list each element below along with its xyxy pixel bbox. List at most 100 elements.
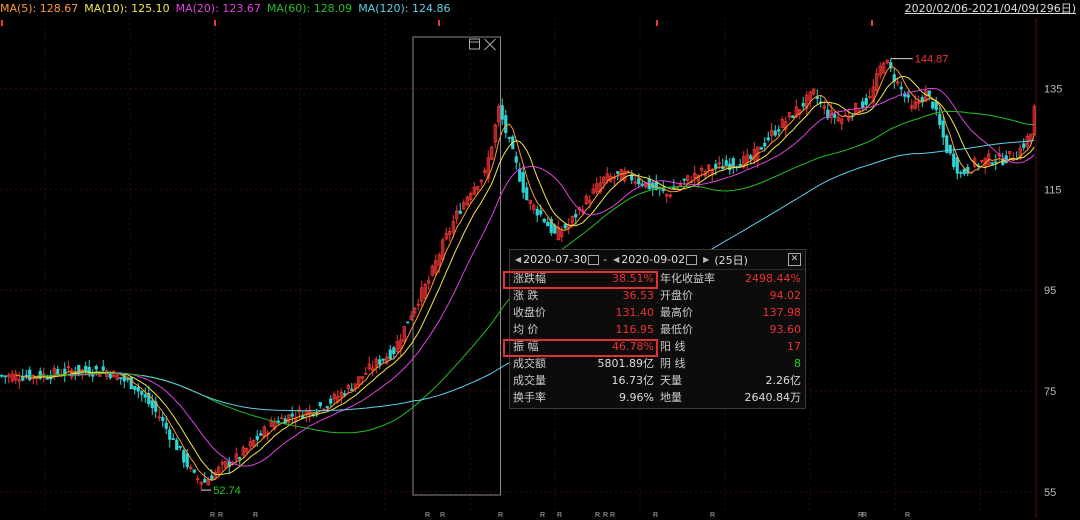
next-end-arrow-icon[interactable]: ▶	[703, 255, 710, 264]
candle-body	[840, 118, 844, 124]
candle-body	[759, 147, 763, 150]
candle-body	[752, 149, 756, 161]
candle-body	[805, 94, 809, 109]
candle-body	[378, 359, 382, 365]
high-price-label: 144.87	[915, 54, 949, 66]
end-date[interactable]: 2020-09-02	[621, 253, 686, 266]
candle-body	[115, 374, 119, 381]
candle-body	[423, 283, 427, 299]
highlight-change-pct	[503, 271, 658, 289]
y-axis: 55 75 95 115 135	[1044, 84, 1062, 499]
candle-body	[101, 366, 105, 371]
candle-body	[878, 65, 882, 76]
stat-label: 成交额	[513, 357, 546, 370]
selection-close-icon[interactable]	[484, 38, 496, 51]
selection-box[interactable]	[412, 36, 501, 496]
candle-body	[822, 105, 826, 109]
calendar-icon[interactable]	[588, 254, 600, 265]
candle-body	[609, 175, 613, 182]
selection-rect[interactable]	[412, 36, 501, 496]
candle-body	[388, 349, 392, 360]
candle-body	[224, 460, 228, 469]
candle-body	[434, 260, 438, 275]
candle-body	[318, 402, 322, 407]
candle-body	[133, 386, 137, 390]
maximize-icon[interactable]	[469, 38, 480, 50]
candle-body	[84, 365, 88, 372]
stat-value: 2640.84万	[744, 391, 802, 404]
candle-body	[882, 62, 886, 74]
candle-body	[472, 186, 476, 195]
stat-value: 94.02	[769, 289, 802, 302]
candle-body	[945, 135, 949, 153]
candle-body	[584, 195, 588, 205]
candle-body	[899, 86, 903, 90]
candle-body	[504, 115, 508, 133]
date-range-label[interactable]: 2020/02/06-2021/04/09(296日)	[904, 2, 1076, 15]
stat-value: 131.40	[615, 306, 655, 319]
candle-body	[444, 233, 448, 240]
candle-body	[773, 130, 777, 136]
close-icon[interactable]: ✕	[788, 253, 801, 266]
candle-body	[668, 194, 672, 197]
stats-row: 换手率 9.96% 地量 2640.84万	[510, 389, 805, 406]
candle-body	[777, 129, 781, 132]
y-tick-label: 55	[1044, 487, 1056, 499]
candle-body	[952, 153, 956, 167]
candle-body	[563, 224, 567, 229]
candle-body	[500, 105, 504, 120]
stat-label: 地量	[660, 391, 682, 404]
stat-label: 收盘价	[513, 306, 546, 319]
candle-body	[616, 171, 620, 174]
candle-body	[374, 358, 378, 368]
candle-body	[546, 222, 550, 227]
candle-body	[679, 184, 683, 187]
candle-body	[259, 433, 263, 436]
candle-body	[395, 341, 399, 353]
candle-body	[1008, 151, 1012, 154]
candle-body	[700, 168, 704, 171]
highlight-amplitude	[503, 339, 658, 357]
candle-body	[826, 109, 830, 119]
candle-body	[143, 394, 147, 398]
candle-body	[94, 365, 98, 370]
candle-body	[514, 156, 518, 163]
candle-body	[924, 90, 928, 102]
candle-body	[749, 155, 753, 160]
candle-body	[770, 130, 774, 136]
candle-body	[591, 188, 595, 194]
candle-body	[913, 101, 917, 109]
prev-start-arrow-icon[interactable]: ◀	[515, 255, 522, 264]
candle-body	[171, 438, 175, 440]
candle-body	[665, 193, 669, 197]
candle-body	[234, 453, 238, 460]
candle-body	[185, 453, 189, 468]
candle-body	[56, 368, 60, 374]
candle-body	[3, 375, 7, 378]
panel-header: ◀ 2020-07-30 - ◀ 2020-09-02 ▶ (25日) ✕	[510, 250, 805, 270]
candle-body	[1029, 133, 1033, 142]
candle-body	[402, 325, 406, 342]
stats-rows: 涨跌幅 38.51% 年化收益率 2498.44% 涨 跌 36.53 开盘价 94.02 收盘…	[510, 270, 805, 406]
candle-body	[168, 429, 172, 440]
candle-body	[539, 210, 543, 215]
candle-body	[409, 315, 413, 321]
prev-end-arrow-icon[interactable]: ◀	[613, 255, 620, 264]
stat-label: 阴 线	[660, 357, 686, 370]
candle-body	[864, 98, 868, 105]
candle-body	[742, 156, 746, 168]
candle-body	[126, 378, 130, 381]
candle-body	[994, 161, 998, 164]
candle-body	[325, 406, 329, 408]
r-marker: R	[905, 512, 910, 519]
start-date[interactable]: 2020-07-30	[523, 253, 588, 266]
candle-body	[10, 373, 14, 382]
candle-body	[413, 307, 417, 314]
candle-body	[717, 162, 721, 165]
candle-body	[189, 466, 193, 469]
stat-value: 93.60	[769, 323, 802, 336]
calendar-icon[interactable]	[686, 254, 698, 265]
candle-body	[129, 377, 133, 390]
candle-body	[602, 176, 606, 184]
